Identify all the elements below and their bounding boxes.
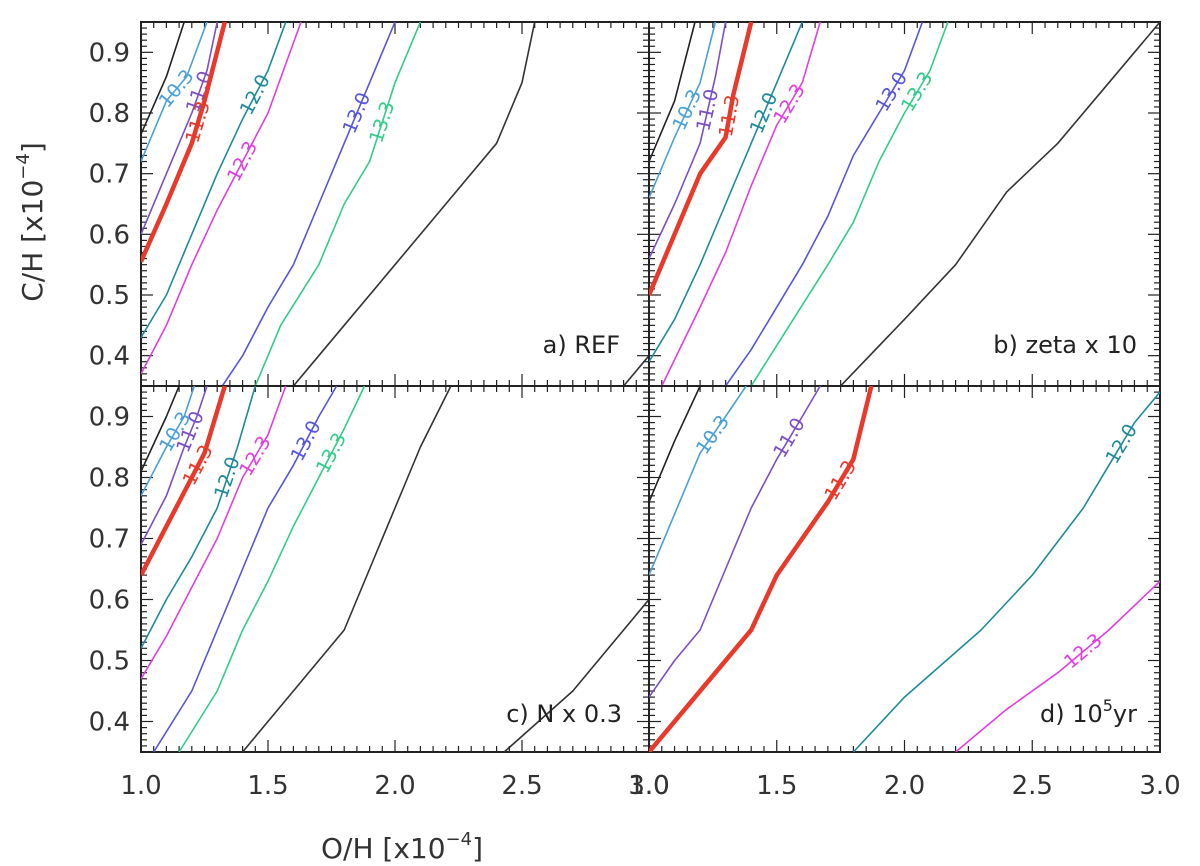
y-tick-label: 0.4 xyxy=(89,342,130,372)
contour-11-3 xyxy=(649,386,874,752)
contour-13-3 xyxy=(178,386,366,752)
y-tick-label: 0.5 xyxy=(89,647,130,677)
panel-label-text: a) REF xyxy=(543,331,620,359)
panel-label-text: d) 10 xyxy=(1040,700,1103,728)
tick-marks xyxy=(140,385,650,753)
panel-label-end: yr xyxy=(1113,700,1137,728)
contour-14-0 xyxy=(292,22,536,386)
x-tick-label: 1.5 xyxy=(247,771,288,801)
contour-11-0 xyxy=(649,386,821,698)
contour-14-0 xyxy=(241,386,452,752)
x-tick-labels-left: 1.0 1.5 2.0 2.5 3.0 xyxy=(120,771,669,801)
panel-label-text: c) N x 0.3 xyxy=(506,700,622,728)
contour-12-3 xyxy=(661,22,821,386)
contour-11-3 xyxy=(141,22,227,263)
contour-9-7 xyxy=(141,386,180,472)
contour-12-3 xyxy=(955,580,1160,752)
panel-label: b) zeta x 10 xyxy=(993,331,1137,359)
contour-13-0 xyxy=(724,22,924,386)
y-tick-label: 0.8 xyxy=(89,464,130,494)
x-tick-label: 3.0 xyxy=(1139,771,1180,801)
y-axis-title-exp: −4 xyxy=(13,153,34,180)
x-tick-label: 2.0 xyxy=(374,771,415,801)
panel-label: a) REF xyxy=(543,331,620,359)
y-tick-label: 0.6 xyxy=(89,586,130,616)
y-axis-title: C/H [x10−4] xyxy=(13,142,49,302)
contour-11-0 xyxy=(141,386,208,545)
contour-9-7 xyxy=(649,386,701,503)
contour-10-3 xyxy=(649,22,717,199)
x-tick-label: 1.5 xyxy=(756,771,797,801)
contour-lines: 10.311.011.312.012.313.013.3 xyxy=(141,22,649,386)
y-tick-labels-top: 0.4 0.5 0.6 0.7 0.8 0.9 xyxy=(89,38,130,371)
contour-11-0 xyxy=(649,22,727,259)
y-tick-label: 0.7 xyxy=(89,525,130,555)
contour-13-0 xyxy=(153,386,338,752)
contour-10-3 xyxy=(141,386,196,497)
x-tick-label: 2.5 xyxy=(1012,771,1053,801)
y-tick-label: 0.4 xyxy=(89,708,130,738)
x-axis-title-end: ] xyxy=(472,832,483,865)
y-tick-label: 0.7 xyxy=(89,160,130,190)
panel-label-text: b) zeta x 10 xyxy=(993,331,1137,359)
panel-label: d) 105yr xyxy=(1040,696,1137,728)
x-tick-label: 1.0 xyxy=(120,771,161,801)
panel-label: c) N x 0.3 xyxy=(506,700,622,728)
contour-11-3 xyxy=(141,386,227,577)
contour-10-3 xyxy=(141,22,208,162)
panel-label-exp: 5 xyxy=(1103,696,1113,715)
contour-14-0 xyxy=(503,598,649,752)
contour-13-3 xyxy=(750,22,949,386)
contour-12-0 xyxy=(141,386,257,649)
x-axis-title: O/H [x10−4] xyxy=(321,829,483,865)
x-tick-label: 1.0 xyxy=(628,771,669,801)
contour-12-3 xyxy=(141,22,302,375)
contour-14-0 xyxy=(840,22,1160,386)
x-tick-label: 3.0 xyxy=(628,771,669,801)
contour-14-0 xyxy=(622,355,649,386)
contour-12-3 xyxy=(141,386,287,680)
contour-12-0 xyxy=(649,22,804,363)
x-tick-label: 2.5 xyxy=(501,771,542,801)
y-tick-label: 0.5 xyxy=(89,281,130,311)
contour-13-0 xyxy=(221,22,396,386)
y-tick-label: 0.9 xyxy=(89,38,130,68)
y-axis-title-main: C/H [x10 xyxy=(16,180,49,302)
contour-12-0 xyxy=(852,391,1160,752)
panel-a: 10.311.011.312.012.313.013.3a) REF xyxy=(140,21,650,387)
contour-11-0 xyxy=(141,22,218,235)
contour-9-7 xyxy=(649,22,696,162)
x-axis-title-main: O/H [x10 xyxy=(321,832,446,865)
contour-13-3 xyxy=(254,22,422,386)
y-tick-label: 0.6 xyxy=(89,220,130,250)
x-tick-label: 2.0 xyxy=(884,771,925,801)
y-tick-labels-bottom: 0.4 0.5 0.6 0.7 0.8 0.9 xyxy=(89,403,130,738)
y-tick-label: 0.9 xyxy=(89,403,130,433)
x-axis-title-exp: −4 xyxy=(446,829,473,850)
contour-10-3 xyxy=(649,386,747,576)
contour-11-3 xyxy=(649,22,754,296)
y-axis-title-end: ] xyxy=(16,142,49,153)
contour-9-7 xyxy=(141,22,185,135)
contour-12-0 xyxy=(141,22,287,338)
x-tick-labels-right: 1.0 1.5 2.0 2.5 3.0 xyxy=(628,771,1180,801)
y-tick-label: 0.8 xyxy=(89,99,130,129)
